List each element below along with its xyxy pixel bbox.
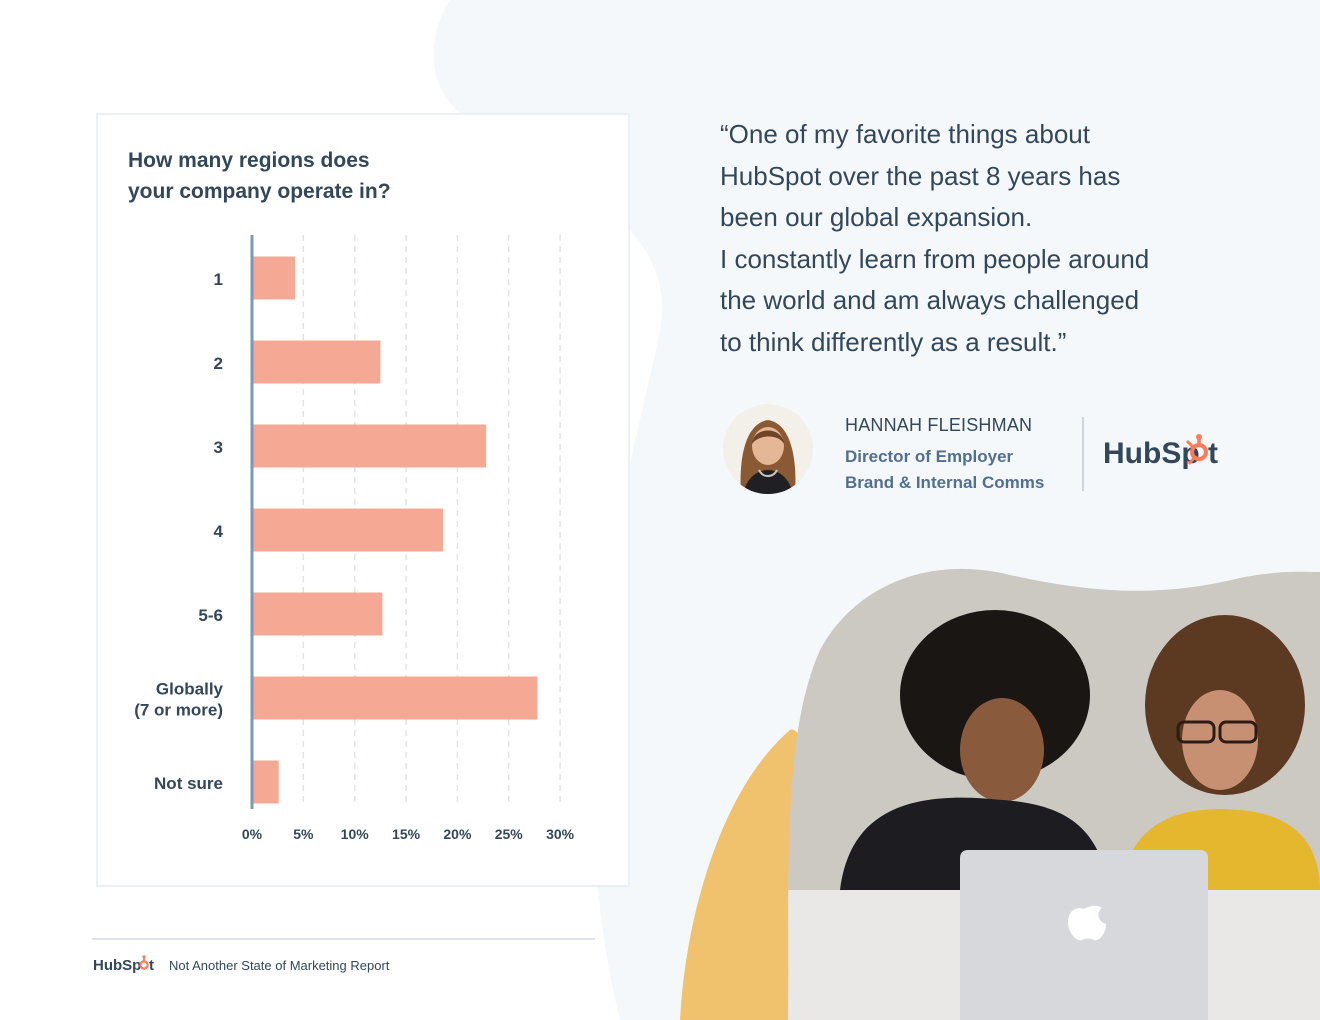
x-tick-label: 5%	[293, 826, 314, 842]
team-photo	[680, 568, 1320, 1020]
apple-logo-icon	[1068, 905, 1106, 941]
bar	[252, 676, 538, 720]
category-label: 1	[214, 270, 223, 289]
category-label: Not sure	[154, 774, 223, 793]
category-label: 2	[214, 354, 223, 373]
category-label: 3	[214, 438, 223, 457]
quote-line: been our global expansion.	[720, 202, 1033, 233]
chart-card: How many regions does your company opera…	[96, 113, 630, 887]
quote-line: HubSpot over the past 8 years has	[720, 160, 1121, 191]
quote-line: the world and am always challenged	[720, 285, 1140, 316]
quote-line: “One of my favorite things about	[720, 119, 1090, 149]
bar	[252, 760, 279, 804]
svg-text:HubSp: HubSp	[93, 957, 141, 974]
bar	[252, 508, 444, 552]
svg-text:t: t	[1208, 437, 1218, 470]
x-tick-label: 20%	[443, 826, 472, 842]
bar	[252, 424, 487, 468]
person-role-line: Brand & Internal Comms	[845, 473, 1045, 492]
person-role-line: Director of Employer	[845, 447, 1014, 466]
category-label: 4	[214, 522, 224, 541]
category-label: (7 or more)	[134, 701, 223, 720]
person-name: HANNAH FLEISHMAN	[845, 415, 1033, 435]
hubspot-logo-small: HubSp t	[93, 955, 154, 974]
bar	[252, 256, 296, 300]
hubspot-logo: HubSp t	[1103, 434, 1218, 470]
footer-divider	[92, 938, 595, 940]
avatar	[723, 404, 813, 494]
testimonial-quote: “One of my favorite things about HubSpot…	[720, 114, 1240, 364]
x-tick-label: 15%	[392, 826, 421, 842]
x-tick-label: 30%	[546, 826, 575, 842]
category-label: Globally	[156, 680, 224, 699]
svg-text:HubSp: HubSp	[1103, 437, 1200, 470]
bar-chart: 1 2 3 4 5-6 Globally (7 or more) Not sure 0% 5% 10…	[134, 235, 575, 842]
bar	[252, 592, 383, 636]
vertical-divider	[1082, 417, 1084, 491]
x-tick-label: 10%	[341, 826, 370, 842]
category-label: 5-6	[198, 606, 223, 625]
svg-text:t: t	[149, 957, 154, 974]
quote-line: I constantly learn from people around	[720, 243, 1150, 274]
bar	[252, 340, 381, 384]
person-role: Director of Employer Brand & Internal Co…	[845, 444, 1044, 496]
chart-title-line: your company operate in?	[128, 180, 391, 203]
chart-title: How many regions does your company opera…	[128, 145, 448, 207]
chart-title-line: How many regions does	[128, 149, 370, 172]
footer-report-title: Not Another State of Marketing Report	[169, 958, 390, 973]
x-tick-label: 0%	[242, 826, 263, 842]
x-tick-label: 25%	[495, 826, 524, 842]
quote-line: to think differently as a result.”	[720, 326, 1067, 357]
